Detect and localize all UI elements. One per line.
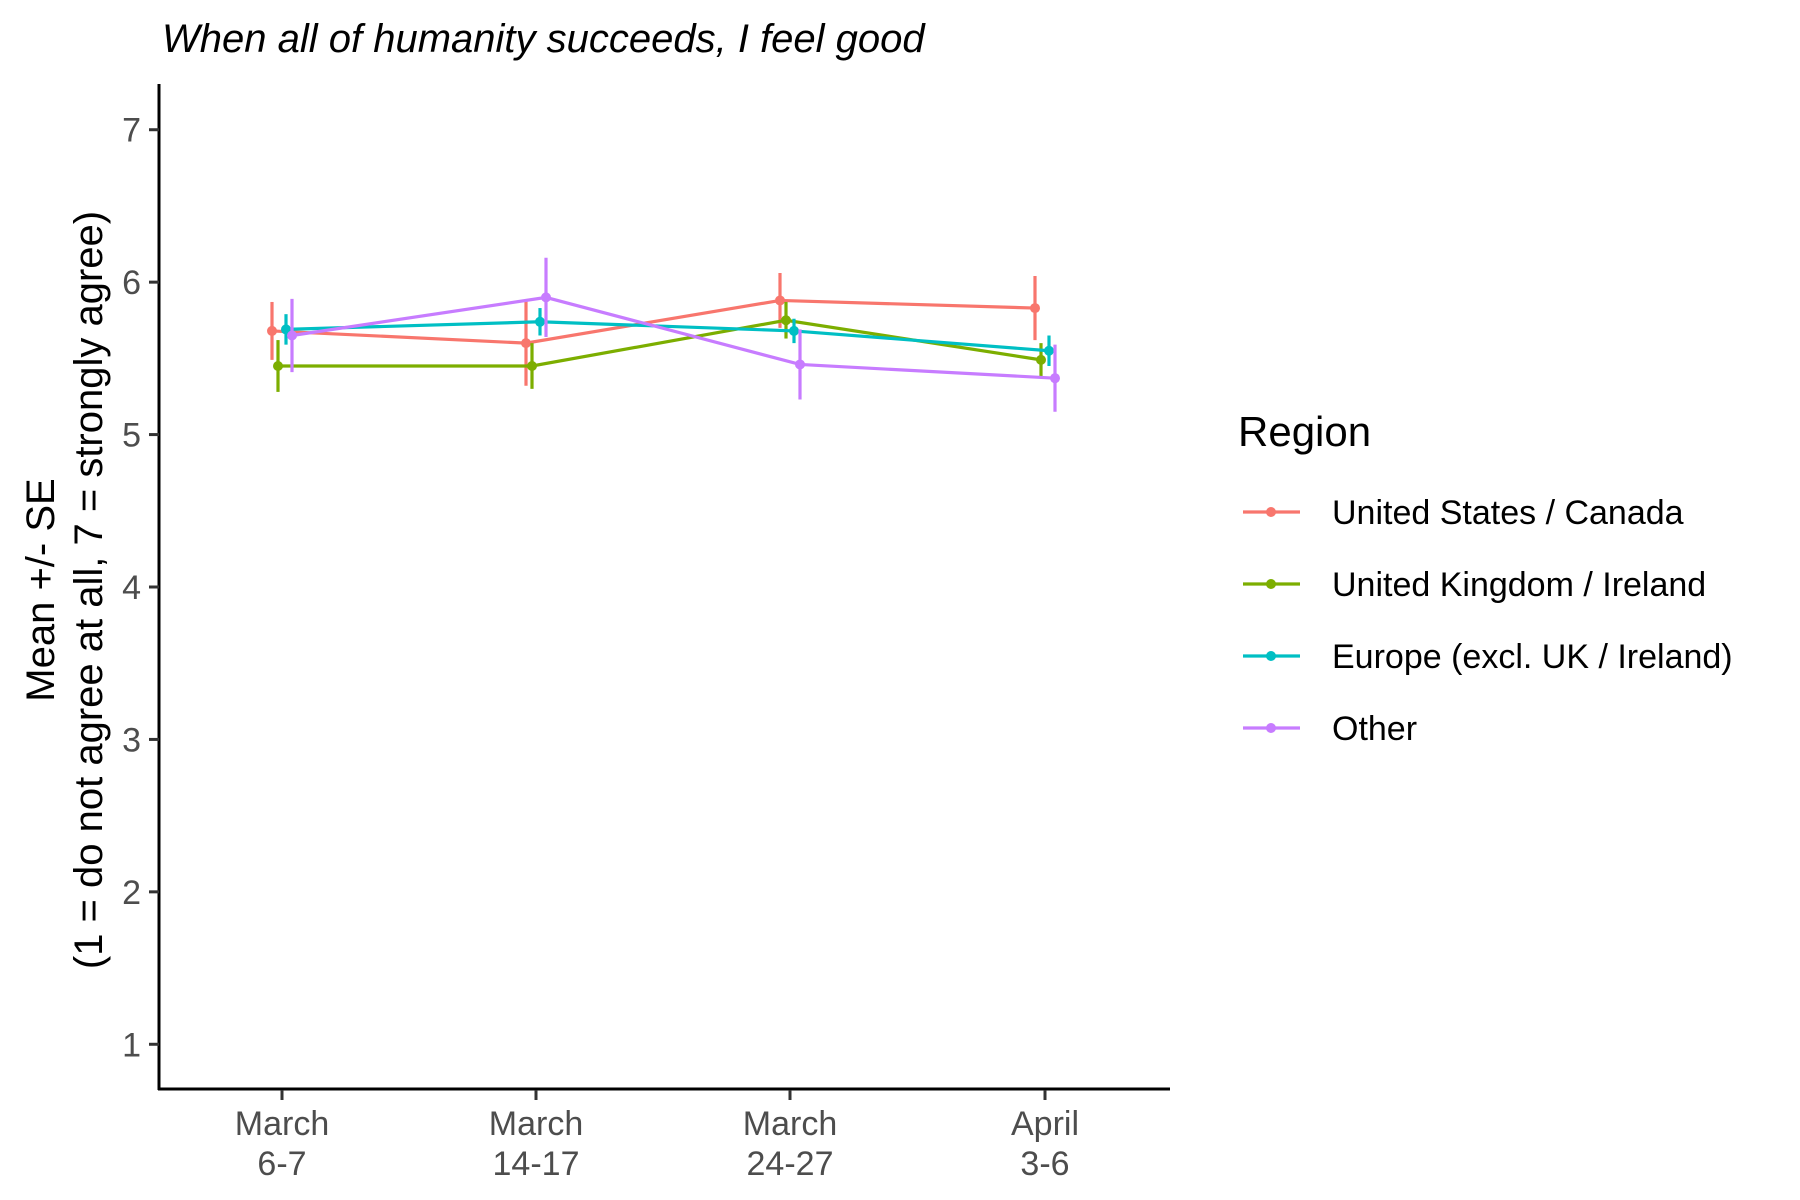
data-point [281,324,291,335]
series-1 [267,273,1040,386]
series-line [285,320,1050,353]
legend: Region United States / Canada United King… [1238,408,1733,748]
y-axis-title-line1: Mean +/- SE [19,478,63,701]
series-line [291,295,1056,380]
y-tick-label: 3 [122,721,141,759]
y-tick-label: 4 [122,569,141,607]
legend-key-point [1266,507,1276,517]
y-tick-label: 5 [122,417,141,455]
x-tick-label: April [1011,1105,1079,1143]
legend-title: Region [1238,408,1371,455]
legend-item: United States / Canada [1243,494,1684,532]
series-3 [281,308,1054,366]
legend-label: Europe (excl. UK / Ireland) [1332,638,1733,676]
y-axis-title: Mean +/- SE (1 = do not agree at all, 7 … [19,211,111,969]
data-point [535,316,545,327]
legend-item: Other [1243,710,1417,748]
legend-label: United Kingdom / Ireland [1332,566,1706,604]
data-point [273,360,283,371]
legend-item: United Kingdom / Ireland [1243,566,1706,604]
x-tick-label: 6-7 [257,1145,306,1183]
x-tick-label: 24-27 [747,1145,834,1183]
series-4 [287,257,1060,412]
x-tick-label: 14-17 [493,1145,580,1183]
y-tick-label: 7 [122,112,141,150]
data-point [541,292,551,303]
data-point [1044,345,1054,356]
x-tick-label: March [489,1105,583,1143]
plot-area [267,257,1060,412]
legend-key-point [1266,723,1276,733]
data-point [795,359,805,370]
data-point [521,338,531,349]
series-2 [273,301,1046,392]
y-tick-label: 1 [122,1026,141,1064]
series-line [271,298,1036,345]
legend-key-point [1266,651,1276,661]
x-tick-label: March [743,1105,837,1143]
legend-label: United States / Canada [1332,494,1684,532]
legend-item: Europe (excl. UK / Ireland) [1243,638,1733,676]
data-point [527,360,537,371]
data-point [789,325,799,336]
data-point [781,315,791,326]
data-point [1050,373,1060,384]
y-axis-title-line2: (1 = do not agree at all, 7 = strongly a… [67,211,111,969]
data-point [1036,354,1046,365]
data-point [267,325,277,336]
y-tick-label: 6 [122,264,141,302]
y-axis-ticks: 1 2 3 4 5 6 7 [122,112,159,1064]
x-tick-label: 3-6 [1020,1145,1069,1183]
data-point [1030,303,1040,314]
legend-label: Other [1332,710,1417,748]
x-tick-label: March [235,1105,329,1143]
legend-key-point [1266,579,1276,589]
chart-title: When all of humanity succeeds, I feel go… [162,17,926,61]
data-point [775,295,785,306]
y-tick-label: 2 [122,874,141,912]
data-point [287,330,297,341]
